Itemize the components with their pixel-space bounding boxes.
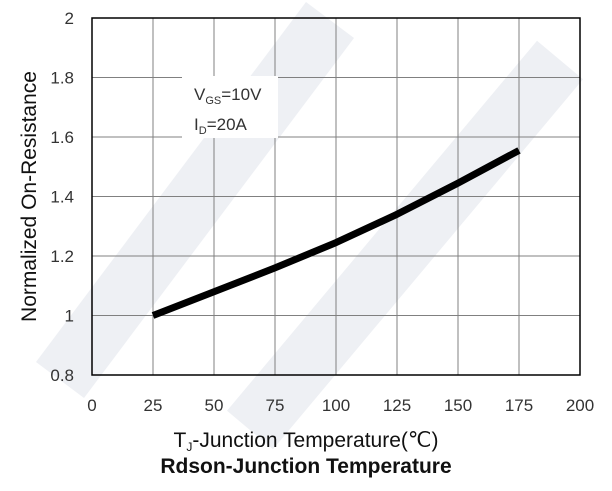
series-line-0 [151,147,521,319]
x-tick-label-1: 25 [144,396,163,415]
annotation-id-sub: D [199,125,207,137]
annotation-id-rest: =20A [207,115,248,134]
annotation-vgs: VGS=10V [194,85,262,107]
y-tick-labels: 0.8 1 1.2 1.4 1.6 1.8 2 [50,9,74,385]
y-tick-label-5: 1.8 [50,69,74,88]
x-tick-label-7: 175 [505,396,533,415]
y-tick-label-0: 0.8 [50,366,74,385]
x-tick-label-2: 50 [205,396,224,415]
annotation-box [182,76,278,138]
x-axis-label-main: T [174,429,187,452]
x-tick-label-3: 75 [266,396,285,415]
x-tick-labels: 0 25 50 75 100 125 150 175 200 [87,396,594,415]
annotation-id-main: I [194,115,199,134]
x-tick-label-0: 0 [87,396,96,415]
plot-frame [91,17,581,376]
x-axis-label-rest: -Junction Temperature(℃) [192,429,438,452]
gridlines [91,17,581,376]
x-axis-label: TJ-Junction Temperature(℃) [174,429,439,454]
annotation-vgs-rest: =10V [221,85,262,104]
x-tick-label-8: 200 [566,396,594,415]
x-axis-label-sub: J [186,440,192,454]
x-tick-label-5: 125 [383,396,411,415]
y-tick-label-4: 1.6 [50,128,74,147]
x-tick-label-4: 100 [322,396,350,415]
y-tick-label-6: 2 [65,9,74,28]
y-tick-label-3: 1.4 [50,188,74,207]
y-tick-label-1: 1 [65,307,74,326]
annotation-vgs-main: V [194,85,206,104]
annotation-vgs-sub: GS [205,95,221,107]
chart-title: Rdson-Junction Temperature [160,455,451,478]
y-axis-label: Normalized On-Resistance [18,71,41,322]
x-tick-label-6: 150 [444,396,472,415]
series-layer [151,147,521,319]
y-tick-label-2: 1.2 [50,247,74,266]
watermark [36,2,583,450]
annotation-id: ID=20A [194,115,248,137]
